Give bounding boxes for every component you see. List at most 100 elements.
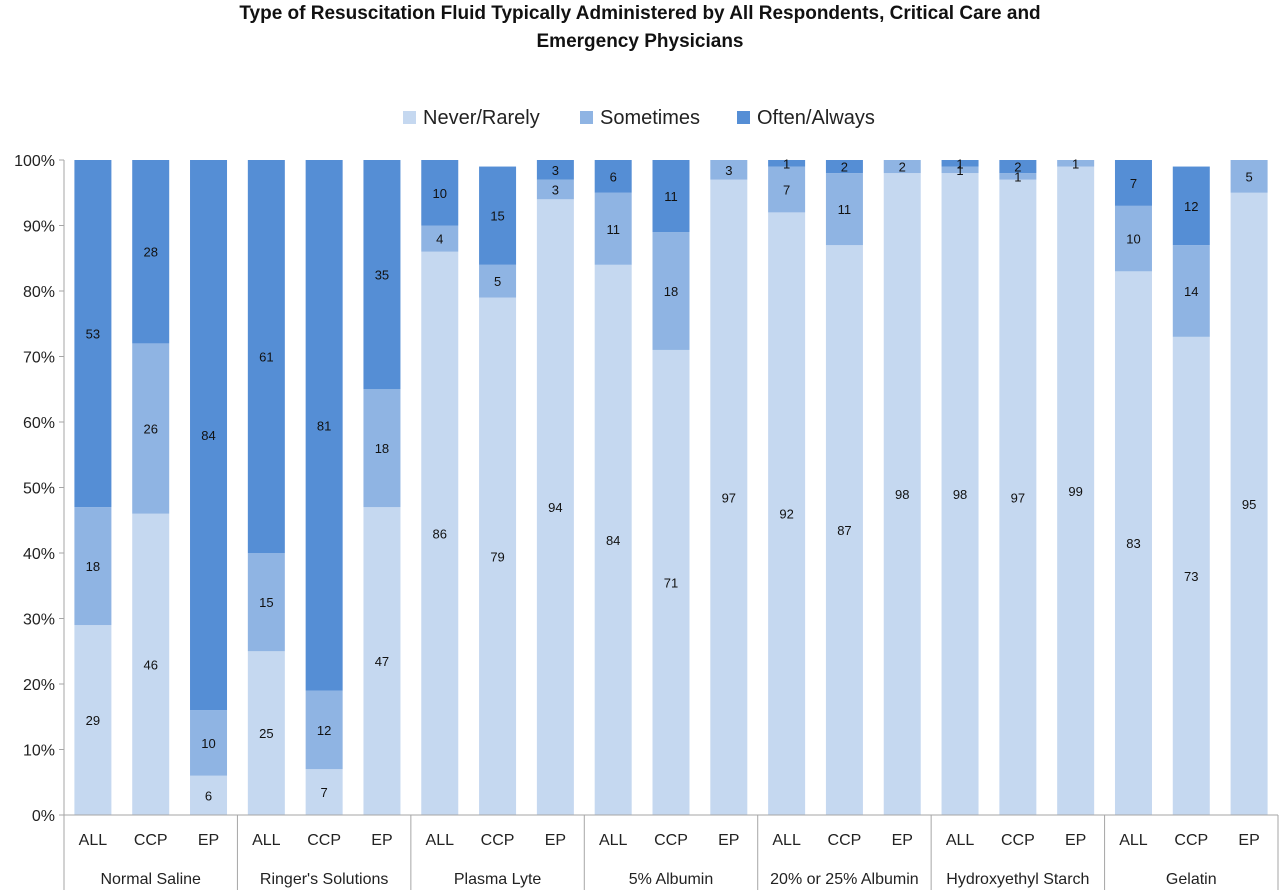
chart-title: Type of Resuscitation Fluid Typically Ad…	[0, 0, 1280, 56]
bar-hydroxyethyl-starch-ep-never-rarely	[1057, 166, 1095, 816]
bar-ringer-s-solutions-ep-sometimes	[363, 389, 401, 508]
data-label-5-albumin-all-never-rarely: 84	[606, 533, 620, 548]
bar-ringer-s-solutions-ccp-never-rarely	[305, 769, 343, 815]
bar-ringer-s-solutions-ep-often-always	[363, 160, 401, 390]
bar-gelatin-all-often-always	[1114, 160, 1152, 206]
x-group-label-gelatin: Gelatin	[1166, 871, 1217, 888]
y-tick-label: 80%	[23, 284, 55, 301]
bar-gelatin-ccp-never-rarely	[1172, 336, 1210, 815]
bar-normal-saline-ep-often-always	[190, 160, 228, 711]
data-label-20-or-25-albumin-all-sometimes: 7	[783, 182, 790, 197]
chart-title-line-2: Emergency Physicians	[536, 31, 744, 52]
bar-normal-saline-all-never-rarely	[74, 625, 112, 815]
bar-normal-saline-all-often-always	[74, 160, 112, 508]
data-label-5-albumin-ep-never-rarely: 97	[722, 490, 736, 505]
bar-5-albumin-ccp-never-rarely	[652, 349, 690, 815]
x-category-label: CCP	[1001, 832, 1035, 849]
x-group-label-hydroxyethyl-starch: Hydroxyethyl Starch	[946, 871, 1089, 888]
data-label-gelatin-ccp-often-always: 12	[1184, 199, 1198, 214]
data-label-ringer-s-solutions-all-never-rarely: 25	[259, 726, 273, 741]
bar-gelatin-all-never-rarely	[1114, 271, 1152, 816]
legend-swatch-sometimes	[580, 111, 593, 124]
x-category-label: EP	[892, 832, 913, 849]
data-label-ringer-s-solutions-ep-often-always: 35	[375, 268, 389, 283]
data-label-hydroxyethyl-starch-ccp-sometimes: 1	[1014, 169, 1021, 184]
x-group-label-normal-saline: Normal Saline	[100, 871, 201, 888]
data-label-20-or-25-albumin-all-often-always: 1	[783, 156, 790, 171]
data-label-normal-saline-ep-sometimes: 10	[201, 736, 215, 751]
y-tick-label: 40%	[23, 546, 55, 563]
data-label-5-albumin-ccp-sometimes: 18	[664, 284, 678, 299]
bar-gelatin-ccp-sometimes	[1172, 245, 1210, 337]
x-category-label: CCP	[307, 832, 341, 849]
y-tick-label: 10%	[23, 743, 55, 760]
y-tick-label: 0%	[32, 808, 55, 825]
legend-label-often-always: Often/Always	[757, 107, 875, 129]
bar-hydroxyethyl-starch-all-often-always	[941, 160, 979, 167]
bar-5-albumin-ccp-often-always	[652, 160, 690, 233]
data-label-ringer-s-solutions-all-often-always: 61	[259, 350, 273, 365]
bar-plasma-lyte-ep-often-always	[536, 160, 574, 180]
x-category-label: EP	[545, 832, 566, 849]
bar-20-or-25-albumin-ccp-sometimes	[825, 173, 863, 246]
data-label-hydroxyethyl-starch-all-never-rarely: 98	[953, 487, 967, 502]
x-category-label: CCP	[654, 832, 688, 849]
data-label-normal-saline-all-never-rarely: 29	[86, 713, 100, 728]
data-labels: 2918534626286108425156171281471835864107…	[86, 156, 1257, 803]
bar-normal-saline-all-sometimes	[74, 507, 112, 626]
x-axis: ALL CCP EP Normal Saline ALL CCP EP Ringer's So…	[63, 814, 1279, 890]
data-label-plasma-lyte-ccp-never-rarely: 79	[490, 549, 504, 564]
data-label-5-albumin-ccp-never-rarely: 71	[664, 575, 678, 590]
x-group-label-plasma-lyte: Plasma Lyte	[454, 871, 542, 888]
data-label-plasma-lyte-ep-never-rarely: 94	[548, 500, 562, 515]
bar-hydroxyethyl-starch-all-never-rarely	[941, 173, 979, 816]
bar-gelatin-ep-never-rarely	[1230, 192, 1268, 815]
bar-5-albumin-ccp-sometimes	[652, 232, 690, 350]
data-label-gelatin-ccp-never-rarely: 73	[1184, 569, 1198, 584]
x-group-label-20-or-25-albumin: 20% or 25% Albumin	[770, 871, 919, 888]
data-label-normal-saline-ccp-often-always: 28	[143, 245, 157, 260]
bar-20-or-25-albumin-ep-never-rarely	[883, 173, 921, 816]
data-label-normal-saline-all-often-always: 53	[86, 327, 100, 342]
chart-title-line-1: Type of Resuscitation Fluid Typically Ad…	[239, 3, 1041, 24]
bar-hydroxyethyl-starch-ep-sometimes	[1057, 160, 1095, 167]
bar-hydroxyethyl-starch-ccp-never-rarely	[999, 179, 1037, 815]
bar-gelatin-all-sometimes	[1114, 205, 1152, 272]
data-label-gelatin-all-sometimes: 10	[1126, 232, 1140, 247]
data-label-ringer-s-solutions-ccp-never-rarely: 7	[321, 785, 328, 800]
bar-ringer-s-solutions-all-sometimes	[247, 553, 285, 652]
bar-normal-saline-ccp-often-always	[132, 160, 170, 344]
data-label-20-or-25-albumin-ccp-sometimes: 11	[838, 202, 852, 217]
bar-gelatin-ccp-often-always	[1172, 166, 1210, 246]
data-label-20-or-25-albumin-ccp-never-rarely: 87	[837, 523, 851, 538]
bar-normal-saline-ccp-never-rarely	[132, 513, 170, 815]
x-group-label-ringer-s-solutions: Ringer's Solutions	[260, 871, 388, 888]
data-label-normal-saline-ep-never-rarely: 6	[205, 788, 212, 803]
y-tick-label: 20%	[23, 677, 55, 694]
bar-ringer-s-solutions-all-never-rarely	[247, 651, 285, 815]
data-label-hydroxyethyl-starch-ep-sometimes: 1	[1072, 156, 1079, 171]
legend-swatch-often-always	[737, 111, 750, 124]
data-label-hydroxyethyl-starch-all-often-always: 1	[956, 156, 963, 171]
bar-gelatin-ep-sometimes	[1230, 160, 1268, 193]
data-label-5-albumin-all-sometimes: 11	[606, 222, 620, 237]
data-label-plasma-lyte-all-never-rarely: 86	[433, 526, 447, 541]
x-category-label: ALL	[946, 832, 975, 849]
data-label-20-or-25-albumin-ep-never-rarely: 98	[895, 487, 909, 502]
data-label-plasma-lyte-all-often-always: 10	[433, 186, 447, 201]
bar-hydroxyethyl-starch-ccp-often-always	[999, 160, 1037, 174]
bar-ringer-s-solutions-ccp-sometimes	[305, 690, 343, 770]
x-category-label: ALL	[79, 832, 108, 849]
data-label-normal-saline-all-sometimes: 18	[86, 559, 100, 574]
data-label-5-albumin-all-often-always: 6	[610, 169, 617, 184]
bar-5-albumin-all-never-rarely	[594, 264, 632, 815]
data-label-hydroxyethyl-starch-ccp-often-always: 2	[1014, 160, 1021, 175]
bar-normal-saline-ep-never-rarely	[190, 775, 228, 815]
y-tick-label: 100%	[14, 153, 55, 170]
bar-plasma-lyte-ep-never-rarely	[536, 199, 574, 816]
x-category-label: ALL	[1119, 832, 1148, 849]
bar-20-or-25-albumin-ep-sometimes	[883, 160, 921, 174]
data-label-gelatin-all-never-rarely: 83	[1126, 536, 1140, 551]
x-category-label: CCP	[828, 832, 862, 849]
